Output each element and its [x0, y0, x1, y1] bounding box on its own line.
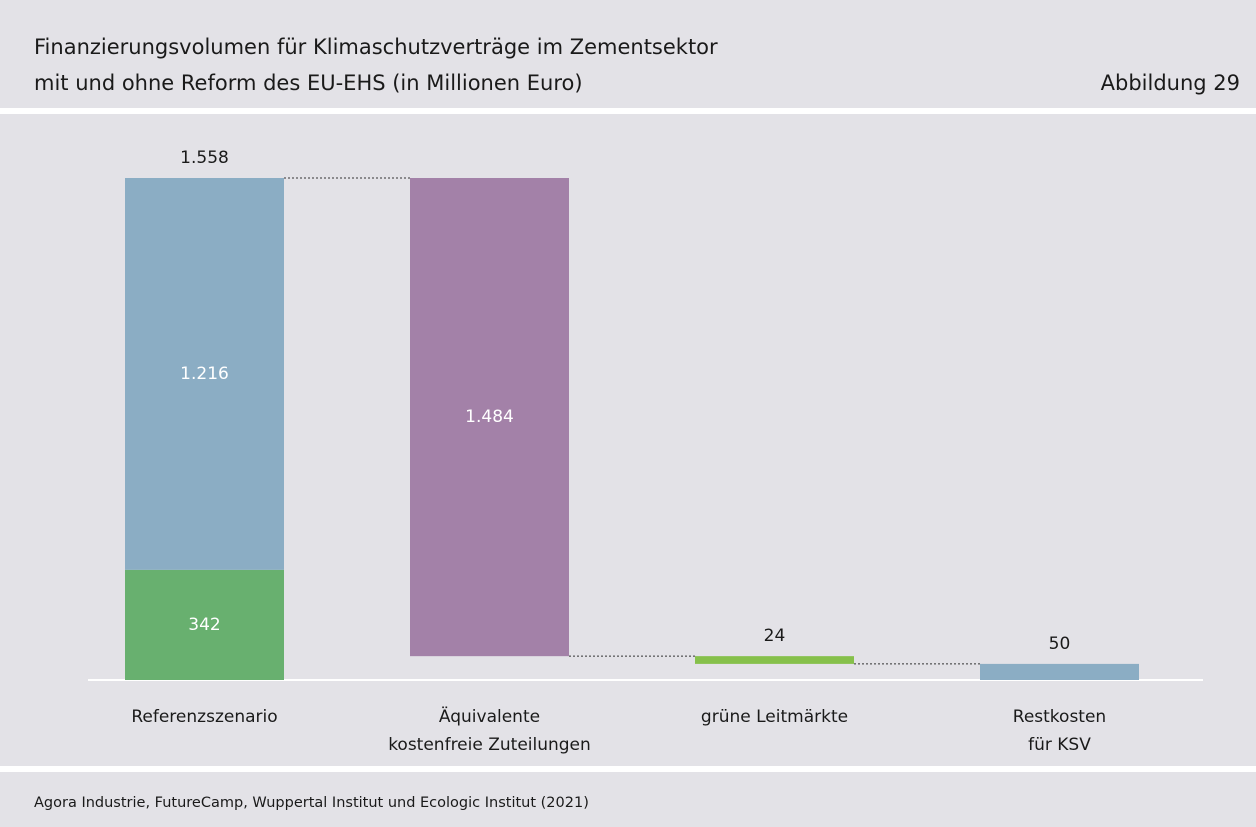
x-tick-label: Referenzszenario [131, 707, 277, 727]
value-label: 1.216 [180, 364, 229, 384]
value-label: 342 [188, 615, 220, 635]
chart-title: Finanzierungsvolumen für Klimaschutzvert… [34, 35, 718, 59]
header-band [0, 0, 1256, 108]
value-label: 24 [764, 626, 786, 646]
footer-band [0, 772, 1256, 827]
bar [980, 663, 1139, 680]
x-tick-label: grüne Leitmärkte [701, 707, 848, 727]
x-tick-label: Äquivalente [439, 706, 540, 727]
total-label: 1.558 [180, 148, 229, 168]
figure-label: Abbildung 29 [1101, 71, 1240, 95]
chart-title: mit und ohne Reform des EU-EHS (in Milli… [34, 71, 583, 95]
x-tick-label: Restkosten [1013, 707, 1106, 727]
bar [695, 656, 854, 664]
bar-segment [125, 569, 284, 680]
value-label: 50 [1049, 634, 1071, 654]
value-label: 1.484 [465, 407, 514, 427]
bar [410, 178, 569, 657]
x-tick-label: für KSV [1028, 735, 1091, 755]
bar-segment [125, 178, 284, 570]
x-tick-label: kostenfreie Zuteilungen [388, 735, 591, 755]
source: Agora Industrie, FutureCamp, Wuppertal I… [34, 795, 589, 811]
